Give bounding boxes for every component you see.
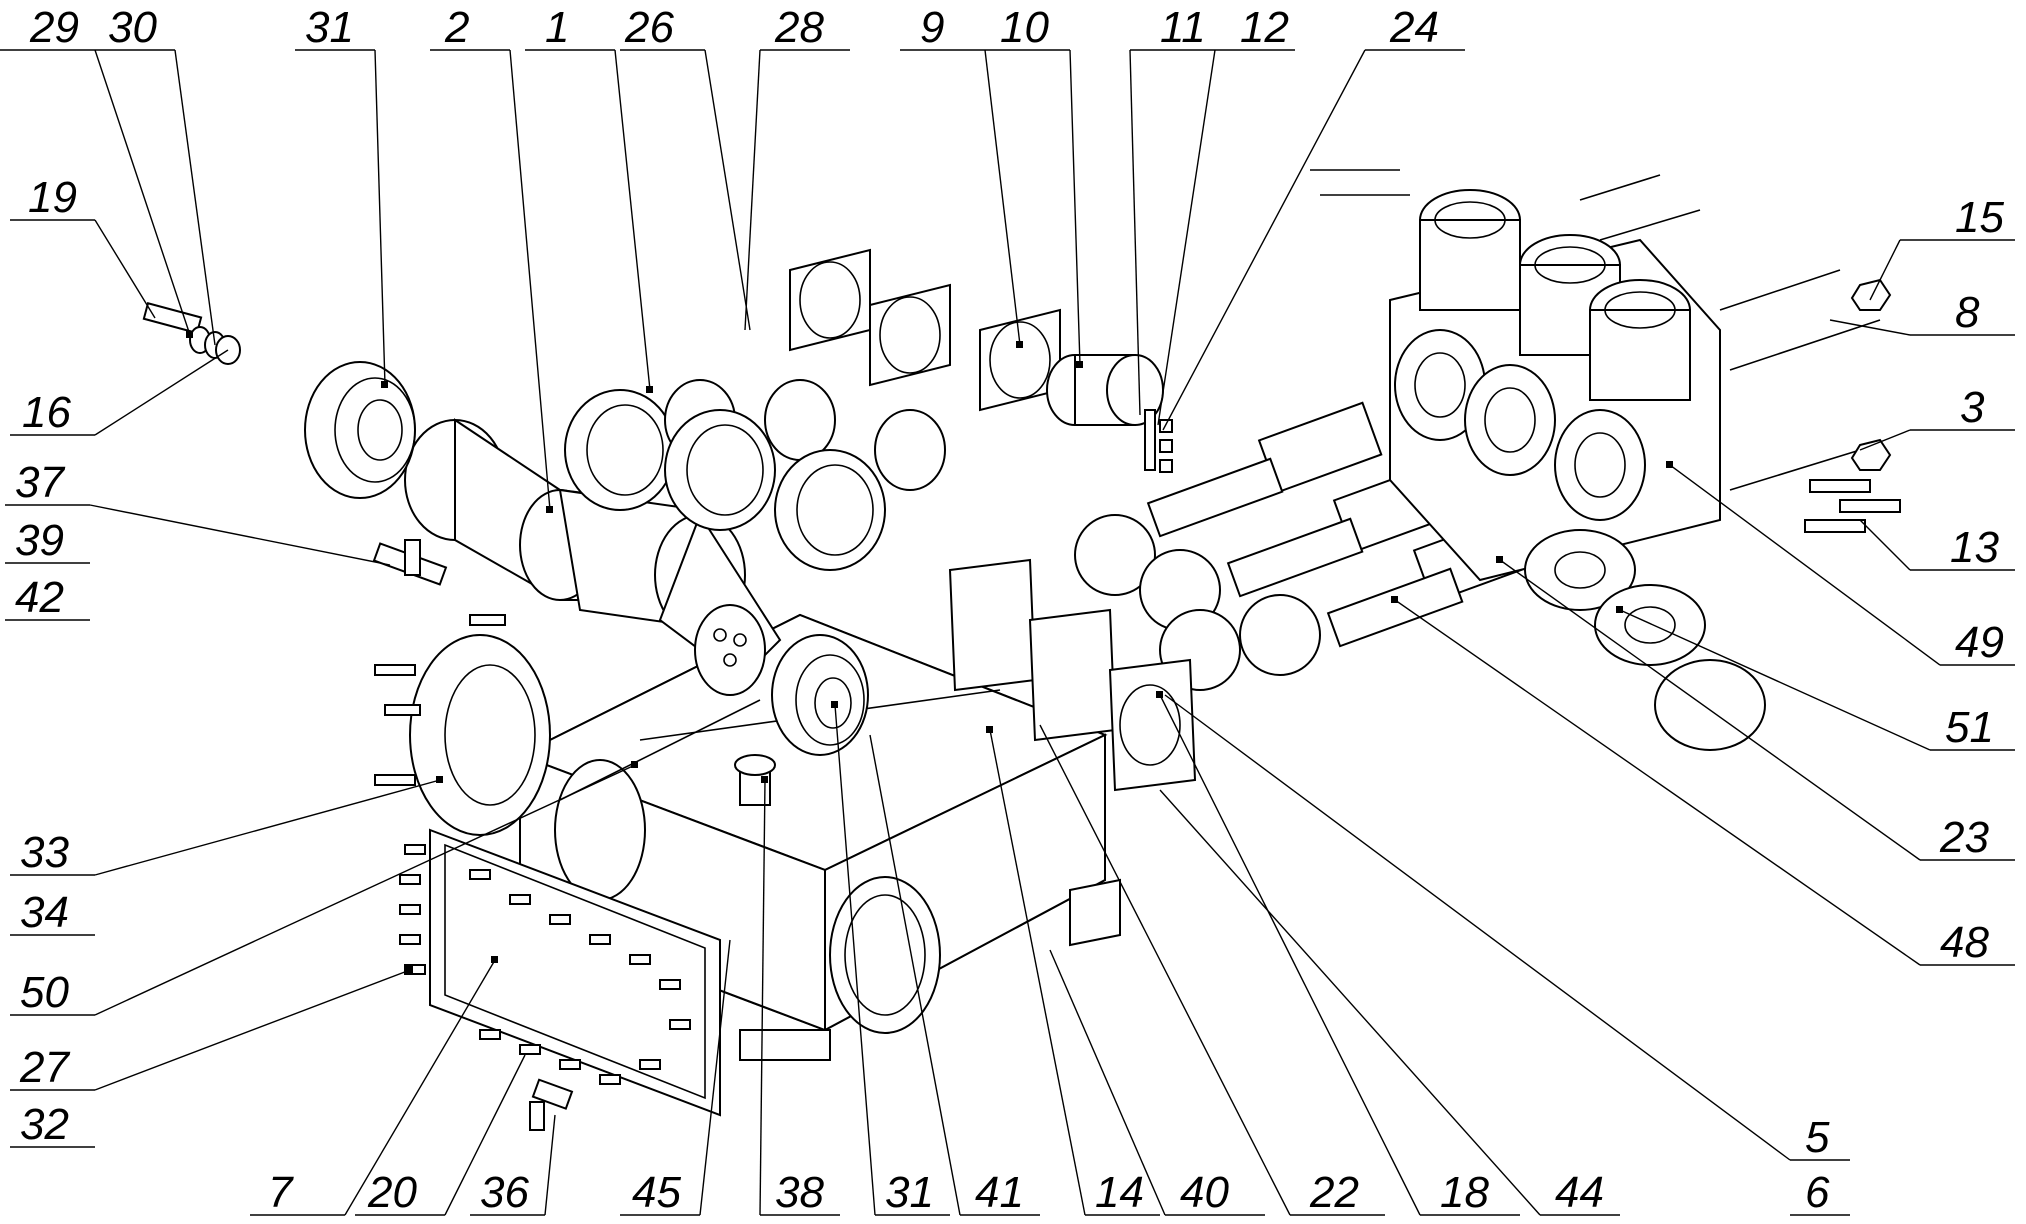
- callout-41: 41: [975, 1168, 1024, 1217]
- side-cover-plate: [399, 828, 721, 1117]
- drain-fitting: [529, 1078, 574, 1131]
- seal-caps: [1074, 514, 1321, 691]
- callout-10: 10: [1000, 3, 1049, 52]
- gland-covers: [948, 558, 1197, 792]
- callout-37: 37: [15, 458, 65, 507]
- parts-layer: [142, 169, 1901, 1131]
- callout-11: 11: [1160, 3, 1206, 52]
- filler-plug: [734, 754, 776, 806]
- callout-44: 44: [1555, 1168, 1604, 1217]
- valve-covers: [1524, 529, 1766, 751]
- callout-3: 3: [1960, 383, 1985, 432]
- callout-31-bottom: 31: [885, 1168, 934, 1217]
- callout-12: 12: [1240, 3, 1289, 52]
- main-bearing-right: [771, 634, 869, 756]
- callout-15: 15: [1955, 193, 2004, 242]
- spline-end: [694, 604, 766, 696]
- callout-2: 2: [444, 3, 469, 52]
- callout-28: 28: [774, 3, 824, 52]
- callout-40: 40: [1180, 1168, 1229, 1217]
- callout-29: 29: [29, 3, 79, 52]
- bearing-flange: [374, 614, 551, 836]
- callout-48: 48: [1940, 918, 1989, 967]
- leader-lines: [0, 49, 2015, 1216]
- crankshaft: [404, 418, 782, 682]
- callout-49: 49: [1955, 618, 2004, 667]
- crossheads: [789, 248, 1061, 412]
- breather-valve: [372, 539, 448, 586]
- callout-19: 19: [28, 173, 77, 222]
- callout-32: 32: [20, 1100, 69, 1149]
- fluid-end-block: [1389, 189, 1721, 582]
- leader-dots: [186, 331, 1673, 973]
- callout-23: 23: [1939, 813, 1989, 862]
- callout-39: 39: [15, 516, 64, 565]
- callout-24: 24: [1389, 3, 1439, 52]
- nuts: [1850, 278, 1892, 471]
- callout-1: 1: [545, 3, 569, 52]
- callout-50: 50: [20, 968, 69, 1017]
- callout-13: 13: [1950, 523, 1999, 572]
- connecting-rods: [564, 379, 946, 571]
- callout-51: 51: [1945, 703, 1994, 752]
- callout-14: 14: [1095, 1168, 1144, 1217]
- callout-27: 27: [19, 1043, 70, 1092]
- callout-16: 16: [22, 388, 71, 437]
- studs: [1310, 169, 1901, 533]
- callout-45: 45: [632, 1168, 681, 1217]
- callout-34: 34: [20, 888, 69, 937]
- callout-7: 7: [268, 1168, 294, 1217]
- callout-30: 30: [108, 3, 157, 52]
- callout-33: 33: [20, 828, 69, 877]
- callout-22: 22: [1309, 1168, 1359, 1217]
- crosshead-pin: [1046, 354, 1164, 426]
- callout-31-top: 31: [305, 3, 354, 52]
- lock-plates: [1144, 409, 1173, 473]
- callout-26: 26: [624, 3, 674, 52]
- callout-42: 42: [15, 573, 64, 622]
- callout-36: 36: [480, 1168, 529, 1217]
- callout-5: 5: [1805, 1113, 1830, 1162]
- callout-38: 38: [775, 1168, 824, 1217]
- main-bearing-left: [304, 361, 416, 499]
- callout-8: 8: [1955, 288, 1980, 337]
- cover-bolt-row: [399, 844, 691, 1085]
- callout-18: 18: [1440, 1168, 1489, 1217]
- callout-9: 9: [920, 3, 944, 52]
- callout-20: 20: [367, 1168, 417, 1217]
- callout-6: 6: [1805, 1168, 1830, 1217]
- callout-labels: 29 30 31 2 1 26 28 9 10 11 12 24 19 16 3…: [15, 3, 2004, 1217]
